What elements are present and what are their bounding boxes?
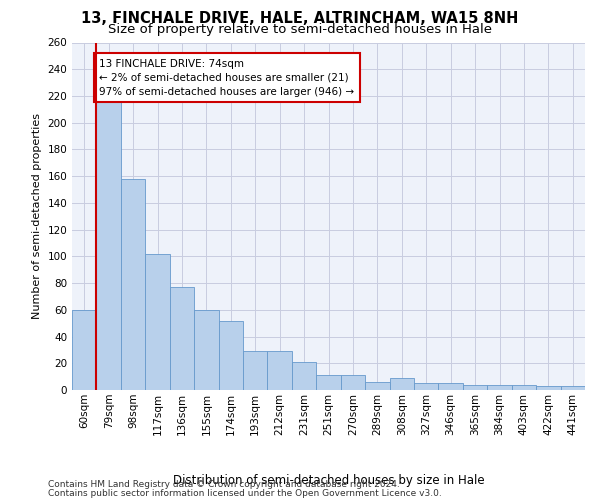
- Text: Size of property relative to semi-detached houses in Hale: Size of property relative to semi-detach…: [108, 22, 492, 36]
- Bar: [560, 386, 585, 390]
- Bar: [341, 376, 365, 390]
- Bar: [194, 310, 218, 390]
- Bar: [145, 254, 170, 390]
- Bar: [439, 384, 463, 390]
- Bar: [170, 287, 194, 390]
- Bar: [292, 362, 316, 390]
- Bar: [512, 384, 536, 390]
- Bar: [268, 351, 292, 390]
- Bar: [316, 376, 341, 390]
- Bar: [243, 351, 268, 390]
- Bar: [536, 386, 560, 390]
- Bar: [365, 382, 389, 390]
- Y-axis label: Number of semi-detached properties: Number of semi-detached properties: [32, 114, 42, 320]
- X-axis label: Distribution of semi-detached houses by size in Hale: Distribution of semi-detached houses by …: [173, 474, 484, 487]
- Text: 13 FINCHALE DRIVE: 74sqm
← 2% of semi-detached houses are smaller (21)
97% of se: 13 FINCHALE DRIVE: 74sqm ← 2% of semi-de…: [100, 58, 355, 96]
- Bar: [72, 310, 97, 390]
- Bar: [218, 320, 243, 390]
- Bar: [487, 384, 512, 390]
- Text: Contains public sector information licensed under the Open Government Licence v3: Contains public sector information licen…: [48, 488, 442, 498]
- Text: 13, FINCHALE DRIVE, HALE, ALTRINCHAM, WA15 8NH: 13, FINCHALE DRIVE, HALE, ALTRINCHAM, WA…: [82, 11, 518, 26]
- Bar: [463, 384, 487, 390]
- Bar: [414, 384, 439, 390]
- Text: Contains HM Land Registry data © Crown copyright and database right 2024.: Contains HM Land Registry data © Crown c…: [48, 480, 400, 489]
- Bar: [121, 179, 145, 390]
- Bar: [389, 378, 414, 390]
- Bar: [97, 100, 121, 390]
